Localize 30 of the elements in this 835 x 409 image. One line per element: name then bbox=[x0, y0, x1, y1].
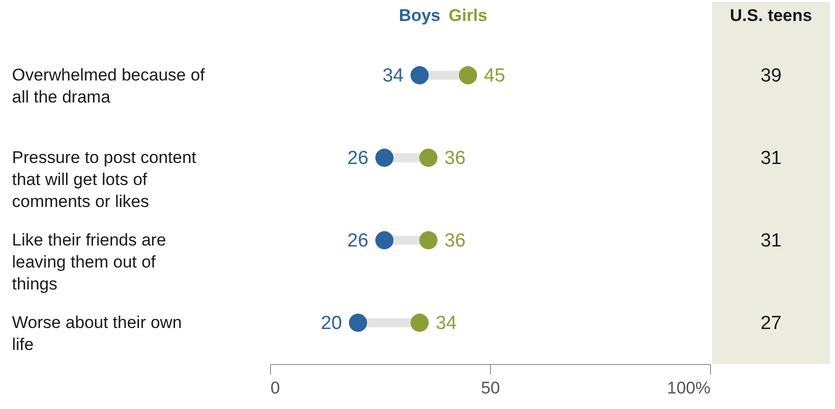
data-label: 31 bbox=[760, 148, 782, 169]
y-tick-label: Like their friends are leaving them out of things bbox=[12, 230, 166, 294]
point bbox=[410, 66, 429, 84]
data-label: 34 bbox=[436, 312, 458, 334]
point bbox=[410, 314, 429, 332]
point bbox=[458, 66, 478, 84]
data-label: 26 bbox=[347, 148, 368, 169]
y-tick-label: Overwhelmed because of all the drama bbox=[12, 65, 206, 106]
y-tick-label: Worse about their own life bbox=[12, 312, 182, 354]
data-label: 31 bbox=[760, 230, 782, 252]
data-label: 34 bbox=[382, 65, 404, 86]
data-label: 27 bbox=[760, 312, 782, 334]
point bbox=[375, 148, 394, 167]
text: U.S. teens bbox=[730, 6, 812, 25]
data-label: 26 bbox=[347, 230, 368, 252]
data-label: 39 bbox=[760, 65, 782, 86]
x-tick-label: 100% bbox=[667, 378, 710, 398]
x-tick-label: 0 bbox=[270, 378, 280, 398]
text: Boys bbox=[398, 6, 440, 25]
point bbox=[419, 148, 438, 167]
data-label: 20 bbox=[320, 312, 342, 334]
data-label: 36 bbox=[444, 148, 466, 169]
x-tick-label: 50 bbox=[481, 378, 500, 398]
y-tick-label: Pressure to post content that will get lots of comments or likes bbox=[12, 148, 197, 211]
point bbox=[419, 231, 438, 250]
data-label: 36 bbox=[444, 230, 466, 252]
data-label: 45 bbox=[484, 65, 506, 86]
point bbox=[375, 231, 394, 250]
point bbox=[348, 314, 368, 332]
text: Girls bbox=[448, 6, 488, 25]
